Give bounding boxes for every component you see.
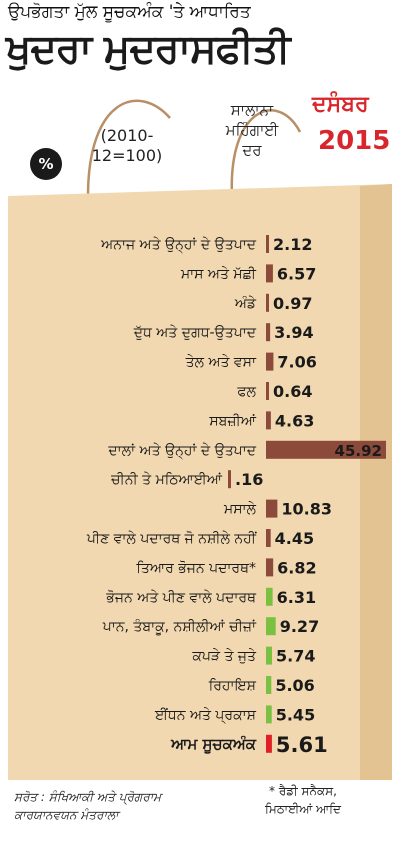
bar [266, 411, 271, 430]
category-label: ਆਮ ਸੂਚਕਅੰਕ [170, 734, 257, 754]
category-label: ਮਾਸ ਅਤੇ ਮੱਛੀ [180, 266, 257, 282]
category-label: ਤੇਲ ਅਤੇ ਵਸਾ [185, 355, 257, 371]
value-label: 6.57 [277, 264, 316, 283]
bar [266, 646, 273, 665]
value-label: 45.92 [335, 442, 382, 460]
category-label: ਦਾਲਾਂ ਅਤੇ ਉਨ੍ਹਾਂ ਦੇ ਉਤਪਾਦ [107, 443, 256, 460]
bar [266, 352, 274, 371]
chart-subtitle: ਉਪਭੋਗਤਾ ਮੁੱਲ ਸੂਚਕਅੰਕ 'ਤੇ ਆਧਾਰਿਤ [8, 2, 251, 22]
value-label: 5.06 [275, 676, 314, 695]
bar [266, 529, 271, 547]
year-label: 2015 [318, 126, 391, 156]
value-label: .16 [235, 470, 263, 489]
value-label: 0.64 [273, 382, 312, 401]
value-label: 7.06 [277, 353, 316, 372]
value-label: 5.74 [276, 647, 315, 666]
bar [266, 558, 274, 577]
annual-inflation-label: ਸਾਲਾਨਾ ਮਹਿੰਗਾਈ ਦਰ [225, 101, 279, 159]
base-period-label: (2010-12=100) [91, 126, 163, 165]
value-label: 0.97 [273, 294, 312, 313]
category-label: ਪੀਣ ਵਾਲੇ ਪਦਾਰਥ ਜੋ ਨਸ਼ੀਲੇ ਨਹੀਂ [86, 531, 257, 547]
category-label: ਕਪੜੇ ਤੇ ਜੁਤੇ [191, 649, 257, 665]
category-label: ਈਂਧਨ ਅਤੇ ਪ੍ਰਕਾਸ਼ [154, 707, 257, 724]
bag-body [8, 184, 392, 780]
category-label: ਰਿਹਾਇਸ਼ [208, 678, 257, 694]
bar [266, 676, 272, 694]
value-label: 9.27 [280, 617, 319, 636]
value-label: 2.12 [273, 235, 312, 254]
value-label: 5.61 [276, 733, 328, 757]
category-label: ਫਲ [236, 384, 256, 400]
source-note: ਸਰੋਤ : ਸੰਖਿਆਕੀ ਅਤੇ ਪ੍ਰੋਗਰਾਮ ਕਾਰਯਾਨਵਯਨ ਮੰ… [14, 790, 162, 822]
bar [266, 323, 271, 342]
value-label: 5.45 [276, 705, 315, 724]
bar [266, 440, 386, 459]
bar [266, 293, 269, 312]
month-label: ਦਸੰਬਰ [312, 92, 369, 117]
category-label: ਸਬਜ਼ੀਆਂ [208, 413, 256, 429]
bar [266, 499, 278, 518]
bag-side-panel [360, 184, 392, 780]
category-label: ਅੰਡੇ [234, 295, 257, 312]
value-label: 3.94 [274, 323, 313, 342]
value-label: 6.31 [277, 588, 316, 607]
bag-handle-left [86, 99, 171, 197]
bar [266, 705, 272, 724]
chart-title: ਖੁਦਰਾ ਮੁਦਰਾਸਫੀਤੀ [6, 26, 290, 72]
bar [266, 235, 269, 253]
value-label: 4.45 [275, 529, 314, 548]
category-label: ਅਨਾਜ ਅਤੇ ਉਨ੍ਹਾਂ ਦੇ ਉਤਪਾਦ [100, 237, 257, 254]
bar [266, 734, 272, 753]
value-label: 10.83 [281, 500, 332, 519]
category-label: ਚੀਨੀ ਤੇ ਮਠਿਆਈਆਂ [110, 472, 223, 488]
category-label: ਦੁੱਧ ਅਤੇ ਦੁਗਧ-ਉਤਪਾਦ [133, 325, 257, 341]
percent-badge: % [30, 148, 62, 180]
bar [228, 470, 231, 489]
category-label: ਤਿਆਰ ਭੋਜਨ ਪਦਾਰਥ* [135, 560, 256, 576]
category-label: ਭੋਜਨ ਅਤੇ ਪੀਣ ਵਾਲੇ ਪਦਾਰਥ [105, 590, 257, 606]
bar [266, 587, 273, 606]
footnote: * ਰੈਡੀ ਸਨੈਕਸ, ਮਿਠਾਈਆਂ ਆਦਿ [265, 784, 341, 816]
bar [266, 382, 269, 400]
category-label: ਪਾਨ, ਤੰਬਾਕੂ, ਨਸ਼ੀਲੀਆਂ ਚੀਜ਼ਾਂ [102, 618, 257, 635]
bar [266, 264, 273, 283]
bar [266, 617, 276, 636]
category-label: ਮਸਾਲੇ [223, 502, 257, 518]
value-label: 6.82 [277, 558, 316, 577]
bag-handle-right [230, 109, 302, 197]
value-label: 4.63 [275, 411, 314, 430]
